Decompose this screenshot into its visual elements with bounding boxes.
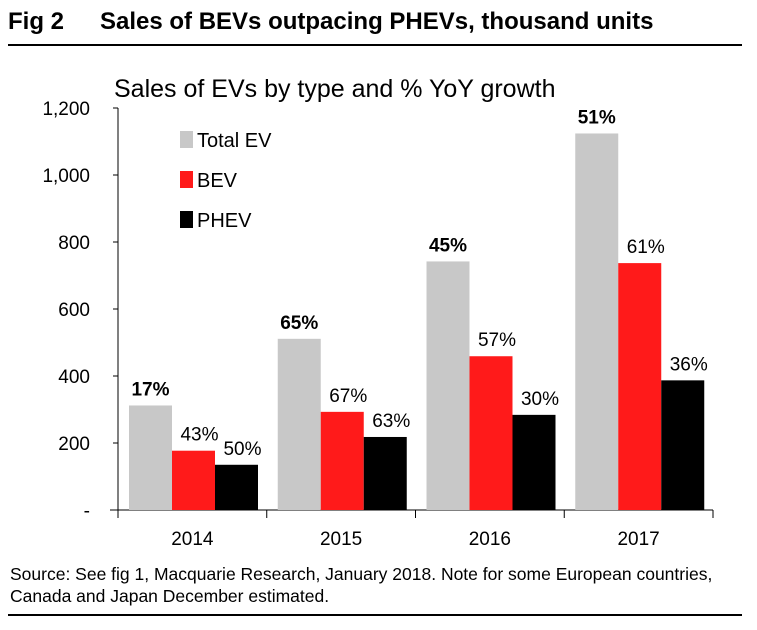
data-label: 67% [329, 386, 367, 407]
data-label: 57% [478, 330, 516, 351]
x-tick-label: 2017 [617, 529, 659, 550]
data-label: 36% [670, 354, 708, 375]
y-tick-label: 1,000 [42, 166, 90, 187]
bottom-rule [8, 614, 742, 616]
bar-bev-2016 [469, 356, 513, 510]
legend-label: Total EV [197, 130, 272, 152]
data-label: 45% [429, 235, 467, 256]
y-tick-label: 600 [58, 300, 90, 321]
bar-bev-2017 [618, 263, 662, 510]
x-tick-label: 2014 [171, 529, 214, 550]
chart-title: Sales of EVs by type and % YoY growth [114, 75, 556, 103]
data-label: 17% [131, 379, 169, 400]
bar-phev-2016 [512, 414, 556, 510]
bar-chart: Sales of EVs by type and % YoY growth - 2… [42, 75, 714, 550]
y-tick-label: 1,200 [42, 99, 90, 120]
bar-total-ev-2015 [277, 338, 321, 510]
y-tick-label: - [84, 501, 90, 522]
bar-total-ev-2014 [129, 405, 172, 510]
y-tick-label: 200 [58, 434, 90, 455]
data-label: 30% [521, 389, 559, 410]
legend-swatch [180, 211, 193, 228]
bar-total-ev-2017 [575, 133, 619, 510]
bar-total-ev-2016 [426, 261, 470, 510]
legend-label: BEV [197, 170, 238, 192]
y-tick-label: 800 [58, 233, 90, 254]
data-label: 63% [372, 411, 410, 432]
bar-bev-2015 [320, 411, 364, 510]
bar-phev-2017 [661, 380, 705, 510]
source-note: Source: See fig 1, Macquarie Research, J… [10, 564, 713, 606]
legend-swatch [180, 131, 193, 148]
legend-label: PHEV [197, 210, 252, 232]
bar-bev-2014 [172, 450, 215, 510]
bar-phev-2015 [363, 436, 407, 510]
data-label: 65% [280, 313, 318, 334]
bar-phev-2014 [215, 464, 258, 510]
legend-swatch [180, 171, 193, 188]
top-rule [8, 44, 742, 46]
y-tick-label: 400 [58, 367, 90, 388]
data-label: 50% [223, 439, 261, 460]
data-label: 61% [627, 237, 665, 258]
x-tick-label: 2015 [320, 529, 362, 550]
figure-title: Sales of BEVs outpacing PHEVs, thousand … [100, 8, 654, 35]
figure-heading: Fig 2 Sales of BEVs outpacing PHEVs, thou… [8, 8, 653, 36]
data-label: 51% [578, 107, 616, 128]
x-tick-label: 2016 [469, 529, 511, 550]
figure-number: Fig 2 [8, 8, 65, 35]
data-label: 43% [180, 425, 218, 446]
